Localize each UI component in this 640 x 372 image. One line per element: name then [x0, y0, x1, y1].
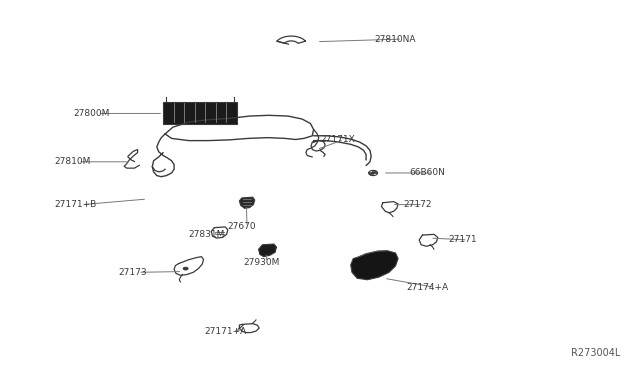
Text: 66B60N: 66B60N: [410, 169, 445, 177]
Text: 27800M: 27800M: [74, 109, 110, 118]
Text: 27930M: 27930M: [243, 258, 280, 267]
Polygon shape: [163, 102, 237, 124]
Text: 27171+A: 27171+A: [205, 327, 247, 336]
Circle shape: [183, 267, 188, 270]
Text: 27810NA: 27810NA: [374, 35, 416, 44]
Text: 27173: 27173: [118, 268, 147, 277]
Text: 27174+A: 27174+A: [406, 283, 449, 292]
Text: 27831M: 27831M: [189, 230, 225, 239]
Text: 27171X: 27171X: [320, 135, 355, 144]
Text: 27810M: 27810M: [54, 157, 91, 166]
Polygon shape: [239, 197, 255, 208]
Text: 27172: 27172: [403, 200, 432, 209]
Polygon shape: [351, 251, 398, 280]
Text: 27670: 27670: [227, 222, 256, 231]
Text: 27171: 27171: [448, 235, 477, 244]
Text: 27171+B: 27171+B: [54, 200, 97, 209]
Polygon shape: [259, 244, 276, 257]
Text: R273004L: R273004L: [572, 348, 621, 358]
